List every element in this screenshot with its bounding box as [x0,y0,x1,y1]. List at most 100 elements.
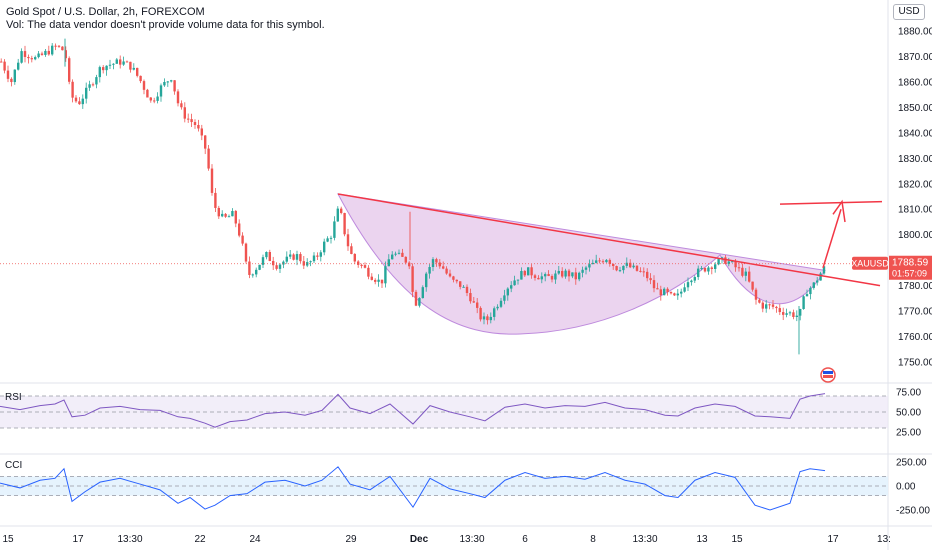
candle [707,265,710,275]
candle-body [635,265,639,271]
time-tick-label: 15 [2,534,14,545]
candle-body [333,221,336,238]
candle [102,65,105,74]
candle [374,278,377,285]
candle-body [683,287,686,292]
candle-body [377,279,380,282]
candle-body [499,300,503,307]
candle [673,292,676,297]
candle-body [714,264,717,269]
candle-body [404,256,407,263]
candle-body [343,212,346,235]
candle [47,45,50,56]
cci-line [0,466,826,511]
currency-selector[interactable]: USD [893,4,925,20]
candle [697,265,700,280]
candle [425,271,428,292]
candle [445,266,448,275]
time-tick-label: 22 [194,534,206,545]
candle [571,272,574,279]
candle-body [166,81,169,83]
candle-body [493,308,496,317]
candle-body [350,246,353,254]
candle-body [353,253,356,262]
candle [306,258,309,268]
candle [404,256,407,265]
candle [676,289,679,300]
candle-body [207,148,210,169]
candle [788,310,792,316]
candle-body [224,213,227,217]
candle [751,281,754,292]
candle-body [455,279,458,282]
candle-body [751,281,754,290]
candle [292,253,295,261]
candle [411,263,414,298]
candle-body [465,286,469,294]
candle [663,287,666,296]
candle [190,113,193,127]
candle-body [81,98,84,105]
candle-body [312,255,316,262]
axes: RSI CCI 1880.00 1870.00 1860.00 1850.00 1840.0… [2,27,932,546]
candle-body [336,208,339,222]
candle-body [482,316,486,320]
candle [428,264,431,279]
candle [693,275,696,284]
candle-body [690,280,693,283]
candle [214,187,217,212]
candle [639,267,642,273]
candle [187,113,190,123]
rsi-tick-label: 75.00 [896,388,921,399]
candle [210,164,214,196]
candle-body [503,295,506,301]
time-tick-label: 13:30 [632,534,657,545]
cup-pattern [337,193,826,335]
candle-body [561,270,564,277]
candle-body [418,298,421,306]
candle-body [190,119,193,123]
candle [44,48,47,57]
candle [295,250,299,266]
candle-body [472,301,475,303]
candle [329,235,333,244]
candle [139,75,142,84]
candle [486,314,489,325]
candle-body [329,237,333,239]
candle [129,61,132,73]
candle-body [571,272,574,277]
candle [6,65,10,83]
pattern-lines [0,193,888,287]
flag-stripe [823,371,833,374]
candle-body [639,270,642,272]
candle-body [88,84,91,88]
candle-body [241,235,244,244]
candle-body [737,267,741,269]
candle-body [802,296,805,310]
time-tick-label: 6 [522,534,528,545]
candle-body [30,58,33,60]
candle [472,296,475,303]
candle-body [775,306,778,309]
candle-body [275,265,278,269]
candle [370,273,373,281]
candle [782,307,785,321]
candle [57,45,61,48]
candle-body [717,259,720,265]
price-tick-label: 1810.00 [898,205,932,216]
candle-body [608,259,611,264]
cup-fill [337,193,826,335]
candle [741,263,744,278]
candle [244,242,248,264]
candle [40,51,44,56]
cci-label: CCI [5,460,22,471]
candle-body [214,192,217,208]
candle-body [812,282,815,288]
candle [149,97,152,103]
candle-body [272,260,275,266]
candle-body [197,124,200,129]
candle-body [734,261,737,268]
candle-body [367,267,370,277]
candle-body [761,302,764,309]
